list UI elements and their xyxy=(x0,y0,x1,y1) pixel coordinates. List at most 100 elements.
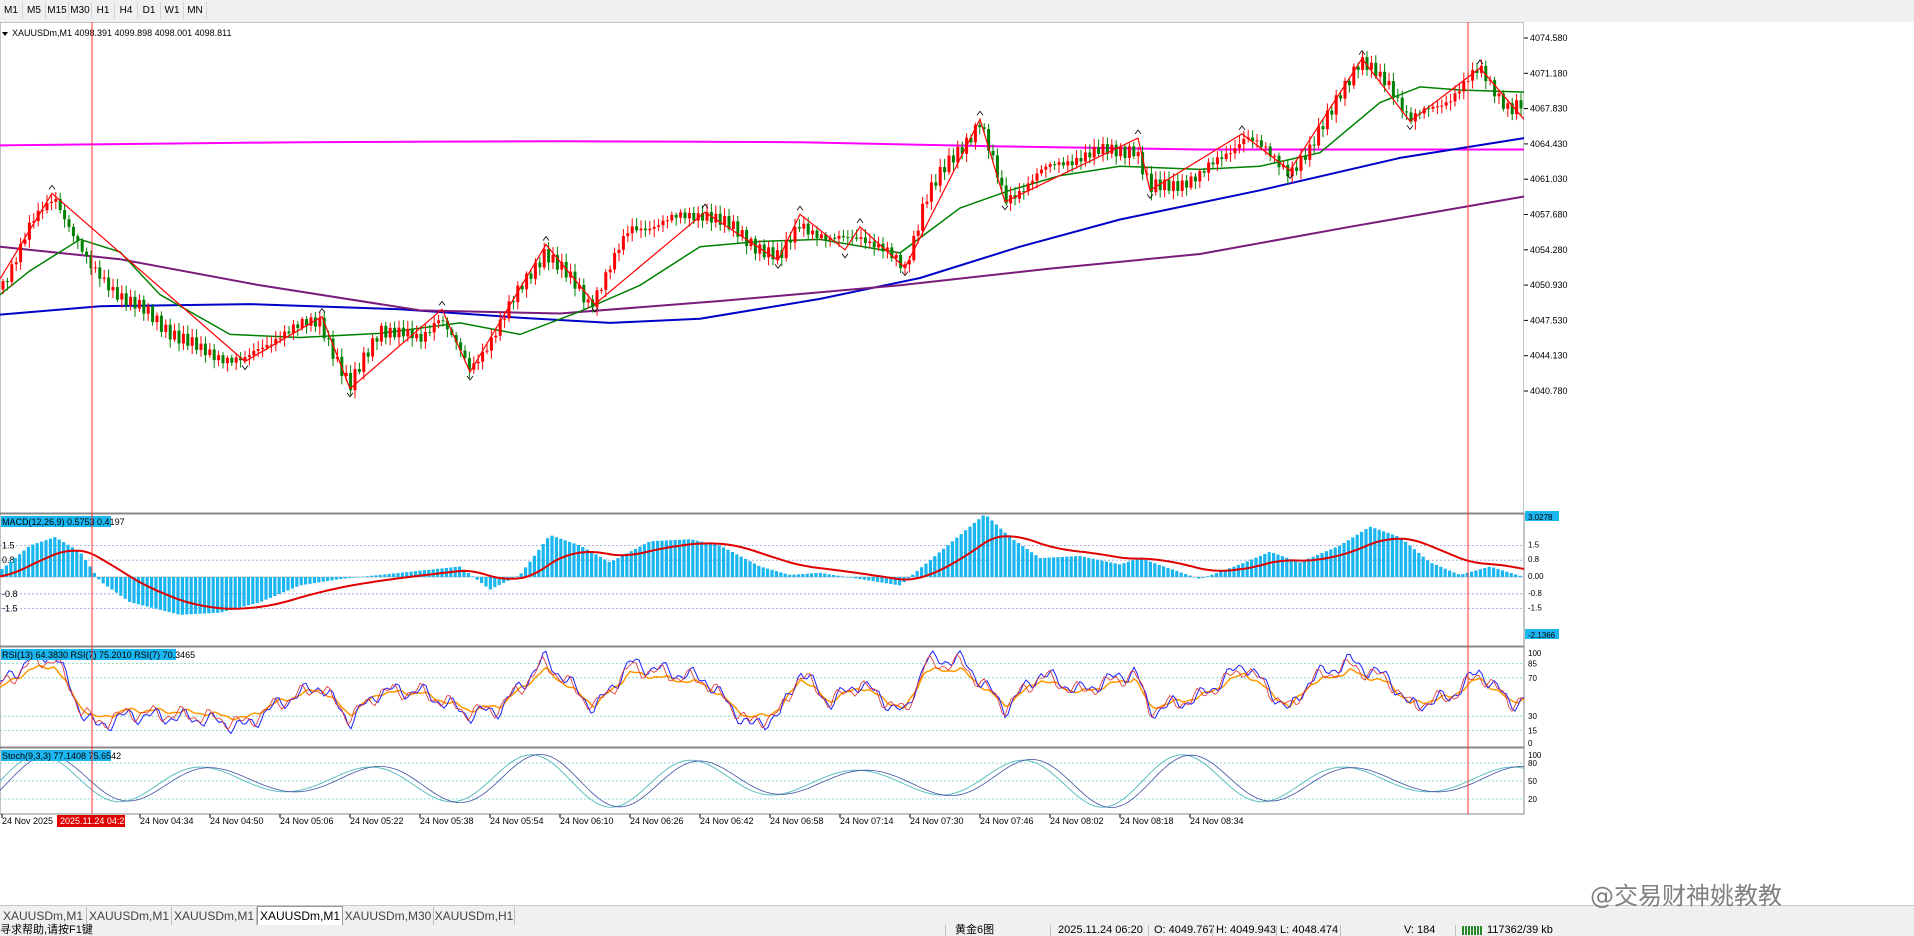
macd-bar xyxy=(1113,563,1117,577)
candle-body xyxy=(397,327,401,338)
macd-bar xyxy=(475,577,479,580)
candle-body xyxy=(23,239,27,244)
macd-bar xyxy=(1263,553,1267,577)
candle-body xyxy=(1070,161,1074,166)
macd-bar xyxy=(735,554,739,577)
rsi-pane[interactable]: RSI(13) 64.3830 RSI(7) 75.2010 RSI(7) 70… xyxy=(0,646,1525,748)
candle-body xyxy=(146,306,150,314)
macd-bar xyxy=(1206,576,1210,577)
tf-button-m15[interactable]: M15 xyxy=(46,2,69,19)
macd-bar xyxy=(594,554,598,577)
macd-bar xyxy=(1324,551,1328,577)
tf-button-mn[interactable]: MN xyxy=(184,2,207,19)
tf-button-h4[interactable]: H4 xyxy=(115,2,138,19)
macd-bar xyxy=(1417,552,1421,577)
candle-body xyxy=(406,328,410,337)
macd-axis-label: 0.00 xyxy=(1528,572,1544,581)
chart-tab-4-active[interactable]: XAUUSDm,M1 xyxy=(257,906,343,926)
price-chart[interactable]: XAUUSDm,M1 4098.391 4099.898 4098.001 40… xyxy=(0,22,1914,905)
fractal-arrow-icon xyxy=(774,264,782,269)
candle-body xyxy=(217,355,221,361)
candle-body xyxy=(1114,144,1118,157)
macd-bar xyxy=(414,571,418,577)
macd-bar xyxy=(1179,572,1183,577)
macd-bar xyxy=(1338,545,1342,577)
chart-tab-1[interactable]: XAUUSDm,M1 xyxy=(0,907,87,925)
tf-button-m5[interactable]: M5 xyxy=(23,2,46,19)
candle-body xyxy=(1347,81,1351,86)
macd-bar xyxy=(858,577,862,580)
macd-bar xyxy=(568,541,572,577)
main-price-pane[interactable]: XAUUSDm,M1 4098.391 4099.898 4098.001 40… xyxy=(0,22,1525,514)
candle-body xyxy=(419,333,423,342)
macd-bar xyxy=(642,544,646,577)
tf-button-m30[interactable]: M30 xyxy=(69,2,92,19)
chart-tab-3[interactable]: XAUUSDm,M1 xyxy=(172,907,257,925)
candle-body xyxy=(758,244,762,254)
candle-body xyxy=(322,317,326,339)
candle-body xyxy=(120,293,124,300)
candle-body xyxy=(1308,144,1312,160)
stoch-lines xyxy=(0,754,1525,808)
tf-button-m1[interactable]: M1 xyxy=(0,2,23,19)
macd-bar xyxy=(682,539,686,577)
macd-bar xyxy=(1443,568,1447,577)
macd-label-bg xyxy=(1,516,111,527)
candle-body xyxy=(45,202,49,211)
macd-bar xyxy=(1030,552,1034,577)
macd-bar xyxy=(1131,560,1135,577)
collapse-triangle-icon[interactable] xyxy=(2,32,8,36)
chart-tab-6[interactable]: XAUUSDm,H1 xyxy=(434,907,515,925)
macd-bar xyxy=(761,567,765,577)
macd-bar xyxy=(1329,549,1333,577)
tf-button-h1[interactable]: H1 xyxy=(92,2,115,19)
candle-body xyxy=(1369,62,1373,70)
macd-bar xyxy=(167,577,171,613)
tf-button-d1[interactable]: D1 xyxy=(138,2,161,19)
macd-bar xyxy=(18,554,22,577)
macd-bar xyxy=(502,577,506,583)
macd-bar xyxy=(370,575,374,577)
stochastic-pane[interactable]: Stoch(9,3,3) 77.1408 75.6542 xyxy=(0,747,1525,815)
candle-body xyxy=(1167,179,1171,191)
candle-body xyxy=(208,349,212,356)
macd-bar xyxy=(739,556,743,577)
macd-bar xyxy=(1100,560,1104,577)
macd-bar xyxy=(202,577,206,614)
candle-body xyxy=(973,124,977,143)
candle-body xyxy=(379,325,383,342)
chart-tab-5[interactable]: XAUUSDm,M30 xyxy=(343,907,434,925)
candle-body xyxy=(481,351,485,362)
macd-bar xyxy=(924,563,928,577)
macd-bar xyxy=(1470,571,1474,577)
candle-body xyxy=(221,355,225,364)
candle-body xyxy=(1132,146,1136,157)
candle-body xyxy=(1449,101,1453,103)
macd-bar xyxy=(1166,567,1170,577)
candle-body xyxy=(885,247,889,252)
macd-bar xyxy=(405,572,409,577)
macd-bar xyxy=(638,546,642,577)
chart-tab-2[interactable]: XAUUSDm,M1 xyxy=(87,907,172,925)
macd-bar xyxy=(563,540,567,577)
ma-line-blue xyxy=(0,137,1525,324)
macd-bar xyxy=(260,577,264,602)
macd-bar xyxy=(704,542,708,577)
macd-bar xyxy=(660,540,664,577)
time-tick-label: 24 Nov 05:54 xyxy=(490,816,544,826)
macd-bar xyxy=(1333,547,1337,577)
candle-body xyxy=(1053,164,1057,166)
time-tick-label: 24 Nov 08:18 xyxy=(1120,816,1174,826)
status-low: L: 4048.474 xyxy=(1280,924,1339,936)
macd-bar xyxy=(1342,542,1346,577)
candle-body xyxy=(709,212,713,223)
tf-button-w1[interactable]: W1 xyxy=(161,2,184,19)
macd-bar xyxy=(136,577,140,605)
candle-body xyxy=(775,250,779,260)
macd-bar xyxy=(607,561,611,577)
macd-pane[interactable]: 1.5 0.8 -0.8 -1.5 MACD(12,26,9) 0.5753 0.41… xyxy=(0,513,1525,647)
fractal-arrow-icon xyxy=(841,253,849,259)
candle-body xyxy=(639,228,643,231)
macd-bar xyxy=(1399,538,1403,577)
candle-body xyxy=(1000,177,1004,186)
